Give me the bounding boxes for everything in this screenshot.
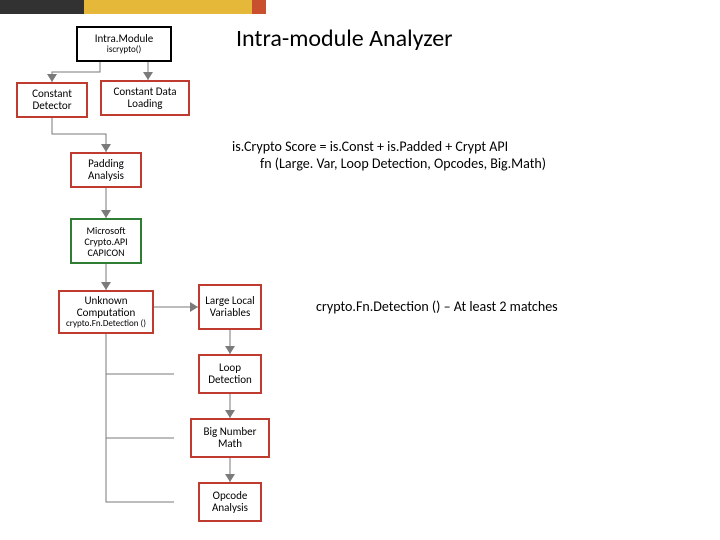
page-title: Intra-module Analyzer <box>236 24 453 53</box>
annotation-line: is.Crypto Score = is.Const + is.Padded +… <box>232 138 546 155</box>
header-bar-dark <box>0 0 84 14</box>
node-label: Constant Detector <box>18 88 86 112</box>
node-constant-loading: Constant Data Loading <box>100 80 190 116</box>
node-constant-detector: Constant Detector <box>16 82 88 118</box>
node-large-local-vars: Large Local Variables <box>198 284 262 330</box>
node-sublabel: iscrypto() <box>95 45 154 55</box>
node-label: Unknown Computation <box>77 294 135 319</box>
node-label: Microsoft Crypto.API CAPICON <box>72 225 140 258</box>
node-opcode-analysis: Opcode Analysis <box>198 482 262 522</box>
node-ms-crypto-api: Microsoft Crypto.API CAPICON <box>70 218 142 264</box>
node-big-number-math: Big Number Math <box>190 418 270 458</box>
node-loop-detection: Loop Detection <box>198 354 262 394</box>
node-label: Loop Detection <box>200 362 260 386</box>
annotation-score: is.Crypto Score = is.Const + is.Padded +… <box>232 138 546 172</box>
node-padding-analysis: Padding Analysis <box>70 152 142 188</box>
node-unknown-computation: Unknown Computationcrypto.Fn.Detection (… <box>58 290 154 334</box>
node-label: Constant Data Loading <box>102 86 188 110</box>
header-bar-gold <box>84 0 252 14</box>
node-label: Padding Analysis <box>72 158 140 182</box>
node-sublabel: crypto.Fn.Detection () <box>60 319 152 329</box>
header-bar-orange <box>252 0 266 14</box>
annotation-match: crypto.Fn.Detection () – At least 2 matc… <box>316 298 558 315</box>
node-label: Big Number Math <box>192 426 268 450</box>
node-label: Intra.Module <box>95 32 154 45</box>
annotation-line: fn (Large. Var, Loop Detection, Opcodes,… <box>232 155 546 172</box>
node-label: Opcode Analysis <box>200 490 260 514</box>
node-label: Large Local Variables <box>200 295 260 319</box>
node-intramodule: Intra.Moduleiscrypto() <box>76 26 172 62</box>
